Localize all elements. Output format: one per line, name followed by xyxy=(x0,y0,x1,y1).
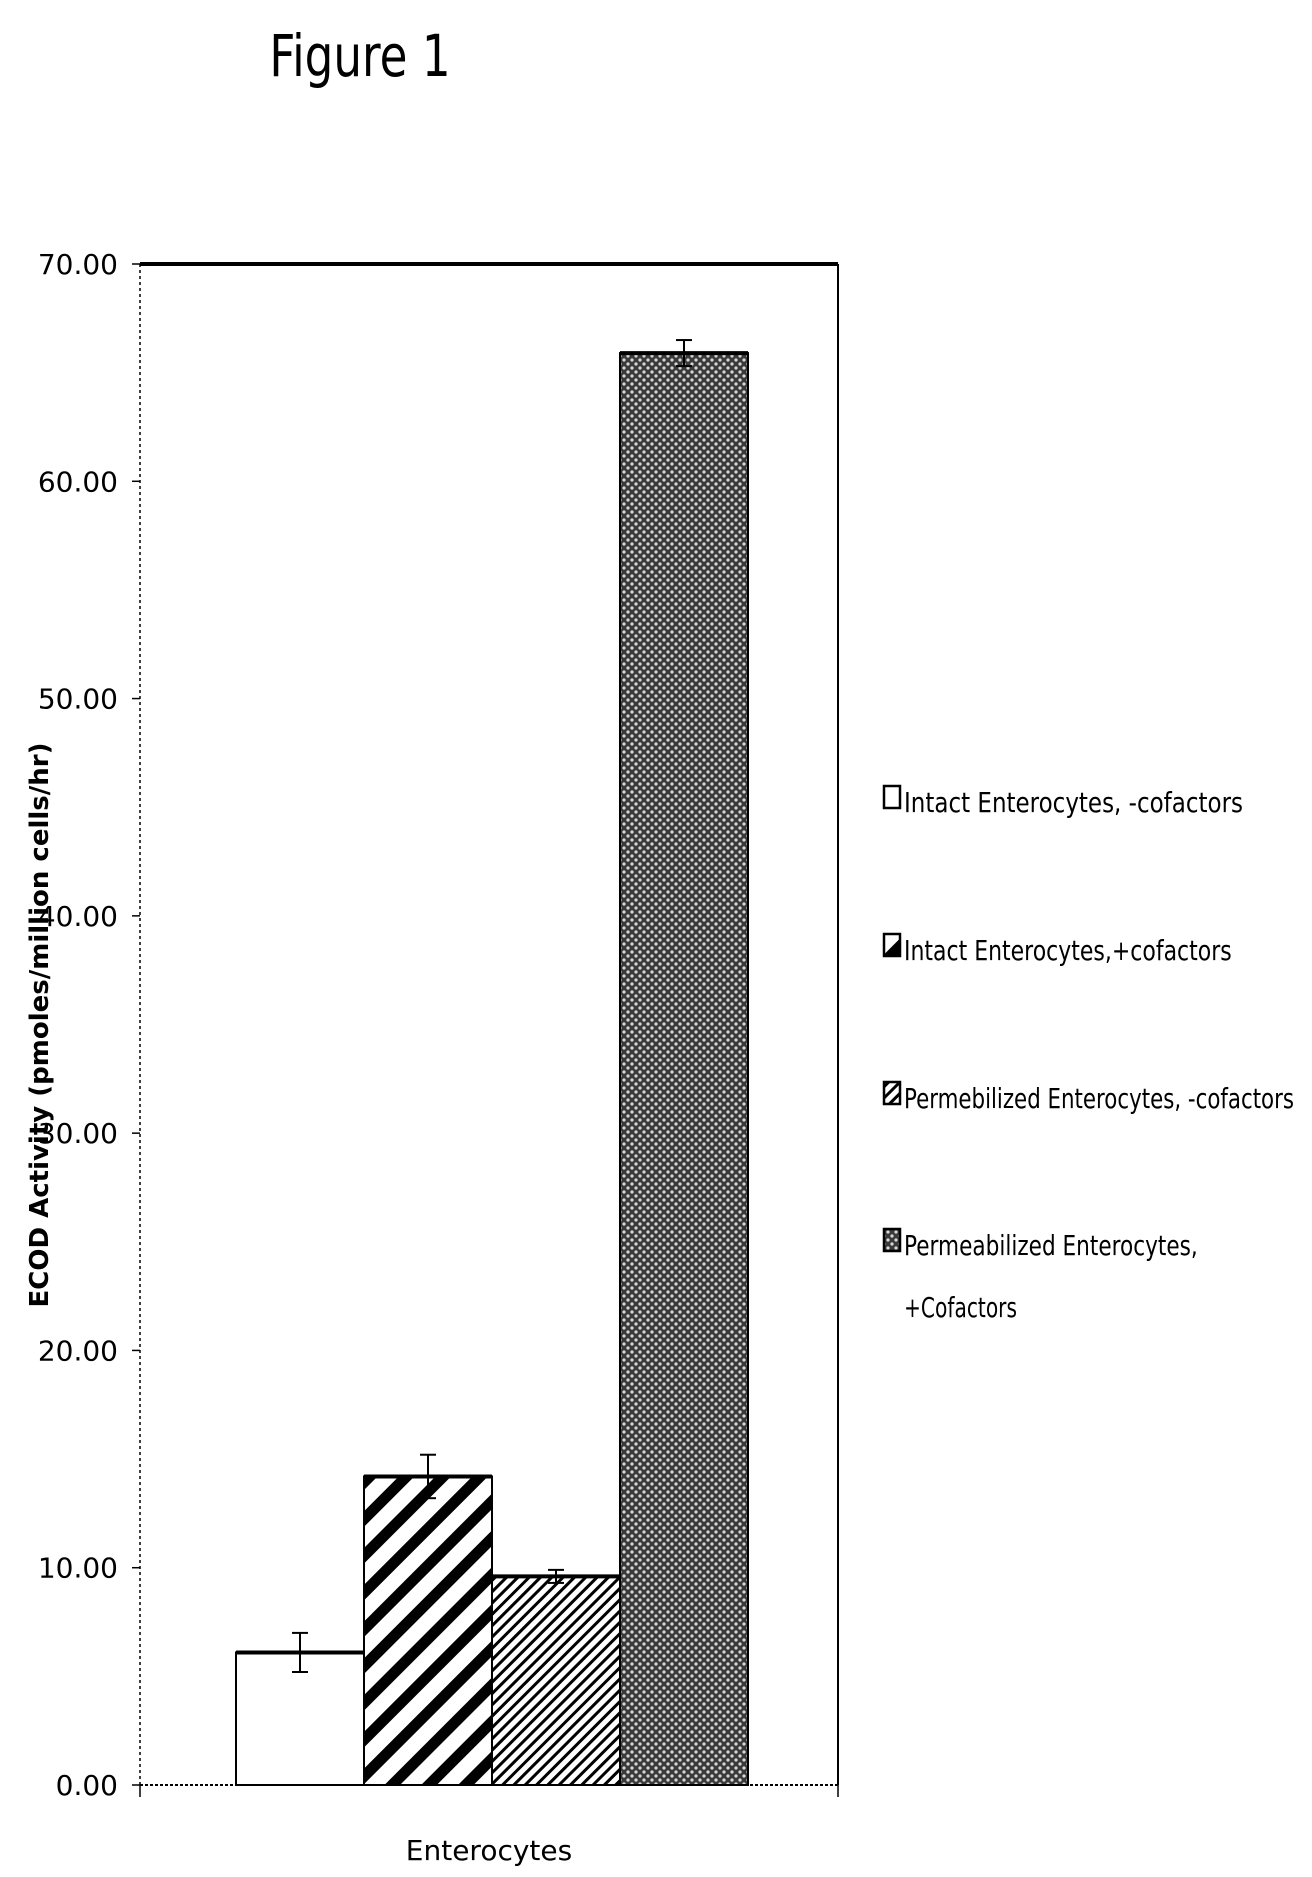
legend-swatch-2 xyxy=(882,932,902,958)
y-tick-label: 30.00 xyxy=(38,1117,118,1150)
legend: Intact Enterocytes, -cofactors Intact Ent… xyxy=(882,784,1294,1324)
legend-label-4-line2: +Cofactors xyxy=(904,1291,1017,1324)
x-category-label: Enterocytes xyxy=(406,1834,572,1867)
legend-label-2: Intact Enterocytes,+cofactors xyxy=(904,934,1232,967)
bar-3 xyxy=(491,1575,621,1787)
legend-swatch-1 xyxy=(882,784,902,810)
y-axis-ticks: 0.00 10.00 20.00 30.00 40.00 50.00 60.00 70.00 xyxy=(38,248,140,1802)
error-bar-3 xyxy=(548,1568,564,1584)
bars xyxy=(235,351,749,1787)
y-tick-label: 10.00 xyxy=(38,1552,118,1585)
legend-label-4: Permeabilized Enterocytes, xyxy=(904,1229,1198,1262)
legend-label-3: Permebilized Enterocytes, -cofactors xyxy=(904,1082,1294,1115)
y-tick-label: 70.00 xyxy=(38,248,118,281)
y-tick-label: 50.00 xyxy=(38,683,118,716)
legend-swatch-4 xyxy=(882,1227,902,1253)
y-tick-label: 40.00 xyxy=(38,900,118,933)
bar-4 xyxy=(619,352,749,1786)
y-tick-label: 0.00 xyxy=(56,1769,118,1802)
y-tick-label: 20.00 xyxy=(38,1334,118,1367)
legend-swatch-3 xyxy=(882,1080,902,1106)
legend-label-1: Intact Enterocytes, -cofactors xyxy=(904,786,1243,819)
figure-title: Figure 1 xyxy=(269,22,451,90)
bar-2 xyxy=(363,1475,493,1787)
error-bar-1 xyxy=(292,1631,308,1674)
error-bar-4 xyxy=(676,339,692,368)
error-bar-2 xyxy=(420,1453,436,1500)
bar-1 xyxy=(235,1651,365,1786)
error-bars xyxy=(292,339,692,1674)
y-axis-title: ECOD Activity (pmoles/million cells/hr) xyxy=(25,743,55,1308)
y-tick-label: 60.00 xyxy=(38,465,118,498)
